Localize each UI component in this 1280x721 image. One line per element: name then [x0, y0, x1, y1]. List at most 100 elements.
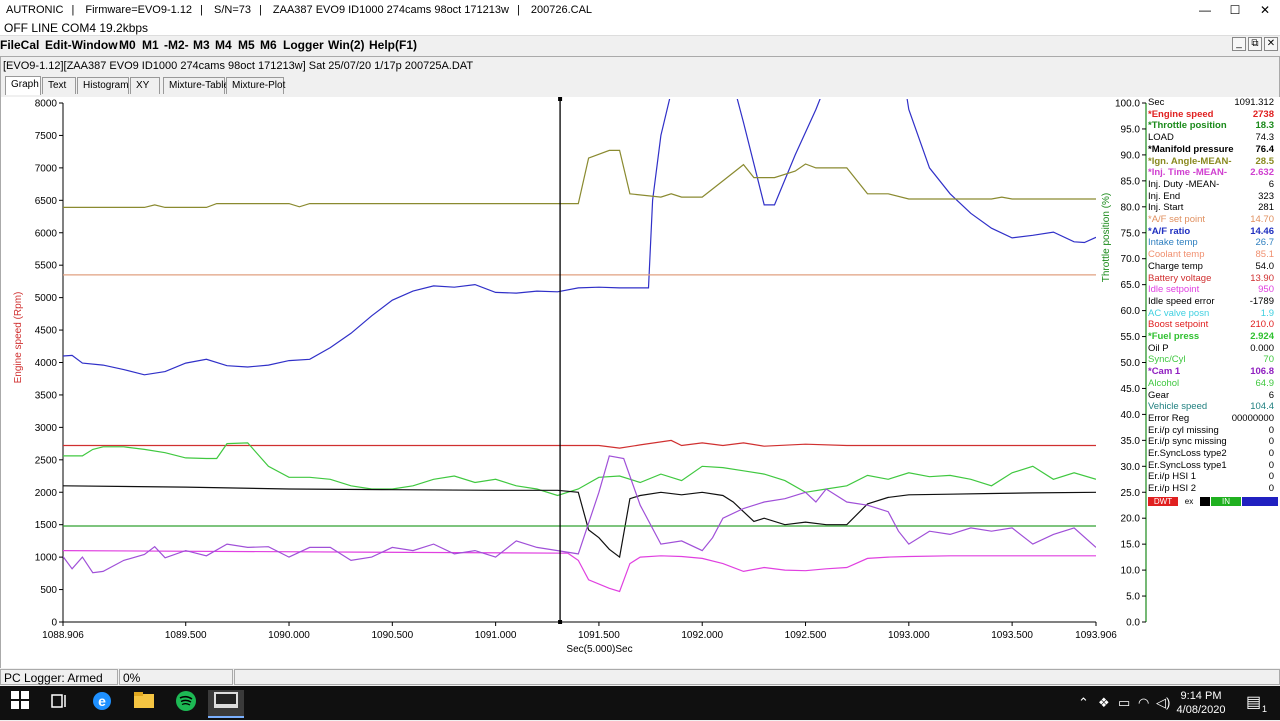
channel-row[interactable]: Sec 1091.312: [1147, 97, 1277, 109]
spotify-icon[interactable]: [168, 690, 204, 718]
channel-row[interactable]: Coolant temp 85.1: [1147, 249, 1277, 261]
channel-row[interactable]: *A/F ratio 14.46: [1147, 226, 1277, 238]
left-axis-tick-label: 4500: [35, 326, 58, 337]
tab-xy[interactable]: XY: [130, 77, 160, 94]
edge-browser-icon[interactable]: e: [84, 690, 120, 718]
channel-row[interactable]: Error Reg 00000000: [1147, 413, 1277, 425]
x-axis-tick-label: 1088.906: [42, 630, 84, 641]
left-axis-tick-label: 1000: [35, 553, 58, 564]
channel-row[interactable]: *Manifold pressure 76.4: [1147, 144, 1277, 156]
volume-icon[interactable]: ◁): [1156, 695, 1171, 710]
channel-row[interactable]: AC valve posn 1.9: [1147, 308, 1277, 320]
channel-row[interactable]: *Engine speed 2738: [1147, 109, 1277, 121]
left-axis-tick-label: 2000: [35, 488, 58, 499]
series-line-7: [63, 485, 1096, 559]
mdi-minimize-button[interactable]: _: [1232, 37, 1246, 51]
channel-row[interactable]: Er.i/p sync missing 0: [1147, 436, 1277, 448]
left-axis-tick-label: 7000: [35, 163, 58, 174]
channel-value: 64.9: [1255, 377, 1275, 389]
channel-row[interactable]: *Fuel press 2.924: [1147, 331, 1277, 343]
channel-row[interactable]: Gear 6: [1147, 390, 1277, 402]
tray-chevron-icon[interactable]: ⌃: [1078, 695, 1089, 710]
channel-row[interactable]: LOAD 74.3: [1147, 132, 1277, 144]
channel-row[interactable]: Inj. Duty -MEAN- 6: [1147, 179, 1277, 191]
channel-row[interactable]: Er.SyncLoss type2 0: [1147, 448, 1277, 460]
channel-row[interactable]: *A/F set point 14.70: [1147, 214, 1277, 226]
menu-m3[interactable]: M3: [193, 38, 210, 52]
channel-row[interactable]: Inj. Start 281: [1147, 202, 1277, 214]
legend-swatch: ex: [1179, 496, 1199, 506]
channel-label: Inj. End: [1148, 190, 1181, 202]
channel-row[interactable]: Vehicle speed 104.4: [1147, 401, 1277, 413]
channel-row[interactable]: Er.i/p cyl missing 0: [1147, 425, 1277, 437]
channel-row[interactable]: Er.SyncLoss type1 0: [1147, 460, 1277, 472]
menu-filecal[interactable]: FileCal: [0, 38, 40, 52]
tab-text[interactable]: Text: [42, 77, 76, 94]
x-axis-tick-label: 1092.000: [681, 630, 723, 641]
channel-row[interactable]: Intake temp 26.7: [1147, 237, 1277, 249]
right-axis-tick-label: 35.0: [1121, 436, 1141, 447]
right-axis-tick-label: 25.0: [1121, 488, 1141, 499]
channel-row[interactable]: Alcohol 64.9: [1147, 378, 1277, 390]
menu-m1[interactable]: M1: [142, 38, 159, 52]
channel-value: 14.70: [1250, 214, 1274, 225]
channel-label: Idle setpoint: [1148, 284, 1200, 296]
channel-value: 0: [1268, 448, 1274, 459]
mdi-restore-button[interactable]: ⧉: [1248, 37, 1262, 51]
channel-value: -1789: [1249, 295, 1274, 307]
menu-m2[interactable]: -M2-: [164, 38, 189, 52]
log-chart[interactable]: 0 500 1000 1500 2000 2500 3000 3500 4000 4500 5000…: [1, 97, 1147, 669]
channel-row[interactable]: Boost setpoint 210.0: [1147, 319, 1277, 331]
menu-m4[interactable]: M4: [215, 38, 232, 52]
channel-row[interactable]: *Ign. Angle-MEAN- 28.5: [1147, 156, 1277, 168]
system-clock[interactable]: 9:14 PM 4/08/2020: [1170, 689, 1232, 717]
dropbox-icon[interactable]: ❖: [1098, 695, 1110, 710]
network-icon[interactable]: ▭: [1118, 695, 1131, 710]
menu-m0[interactable]: M0: [119, 38, 136, 52]
channel-row[interactable]: Er.i/p HSI 2 0: [1147, 483, 1277, 495]
menu-edit-window[interactable]: Edit-Window: [45, 38, 118, 52]
channel-row[interactable]: Idle setpoint 950: [1147, 284, 1277, 296]
channel-row[interactable]: Sync/Cyl 70: [1147, 354, 1277, 366]
title-part-serial: S/N=73: [213, 4, 251, 16]
channel-row[interactable]: Battery voltage 13.90: [1147, 273, 1277, 285]
x-axis-tick-label: 1091.500: [578, 630, 620, 641]
menu-m6[interactable]: M6: [260, 38, 277, 52]
channel-row[interactable]: *Throttle position 18.3: [1147, 120, 1277, 132]
channel-label: Charge temp: [1148, 260, 1203, 272]
tab-graph[interactable]: Graph: [5, 76, 41, 95]
task-view-icon[interactable]: [42, 690, 78, 718]
channel-values-panel: Sec 1091.312 *Engine speed 2738 *Throttle po…: [1147, 97, 1278, 506]
close-button[interactable]: ✕: [1259, 3, 1271, 17]
x-axis-tick-label: 1092.500: [785, 630, 827, 641]
channel-row[interactable]: Charge temp 54.0: [1147, 261, 1277, 273]
channel-label: Inj. Duty -MEAN-: [1148, 178, 1220, 190]
tab-mixture-plot[interactable]: Mixture-Plot: [226, 77, 285, 94]
graph-area[interactable]: 0 500 1000 1500 2000 2500 3000 3500 4000 4500 5000…: [1, 97, 1280, 669]
minimize-button[interactable]: —: [1199, 3, 1211, 17]
mdi-close-button[interactable]: ✕: [1264, 37, 1278, 51]
menu-help[interactable]: Help(F1): [369, 38, 417, 52]
windows-start-icon[interactable]: [2, 690, 38, 718]
channel-row[interactable]: Idle speed error -1789: [1147, 296, 1277, 308]
file-explorer-icon[interactable]: [126, 690, 162, 718]
channel-row[interactable]: Inj. End 323: [1147, 191, 1277, 203]
channel-row[interactable]: *Inj. Time -MEAN- 2.632: [1147, 167, 1277, 179]
channel-row[interactable]: Oil P 0.000: [1147, 343, 1277, 355]
channel-row[interactable]: *Cam 1 106.8: [1147, 366, 1277, 378]
maximize-button[interactable]: ☐: [1229, 3, 1241, 17]
channel-row[interactable]: Er.i/p HSI 1 0: [1147, 471, 1277, 483]
title-part-calname: ZAA387 EVO9 ID1000 274cams 98oct 171213w: [272, 4, 509, 16]
tab-mixture-table[interactable]: Mixture-Table: [163, 77, 229, 94]
menu-win[interactable]: Win(2): [328, 38, 365, 52]
notification-icon[interactable]: ▤: [1246, 694, 1262, 711]
status-blank-cell: [234, 669, 1280, 685]
wifi-icon[interactable]: ◠: [1138, 695, 1150, 710]
menu-logger[interactable]: Logger: [283, 38, 324, 52]
menu-m5[interactable]: M5: [238, 38, 255, 52]
tab-histogram[interactable]: Histogram: [77, 77, 129, 94]
time-cursor-handle-top: [558, 97, 563, 101]
status-bar: PC Logger: Armed 0%: [0, 668, 1280, 686]
channel-value: 0.000: [1250, 342, 1274, 354]
autronic-app-icon[interactable]: [208, 690, 244, 718]
